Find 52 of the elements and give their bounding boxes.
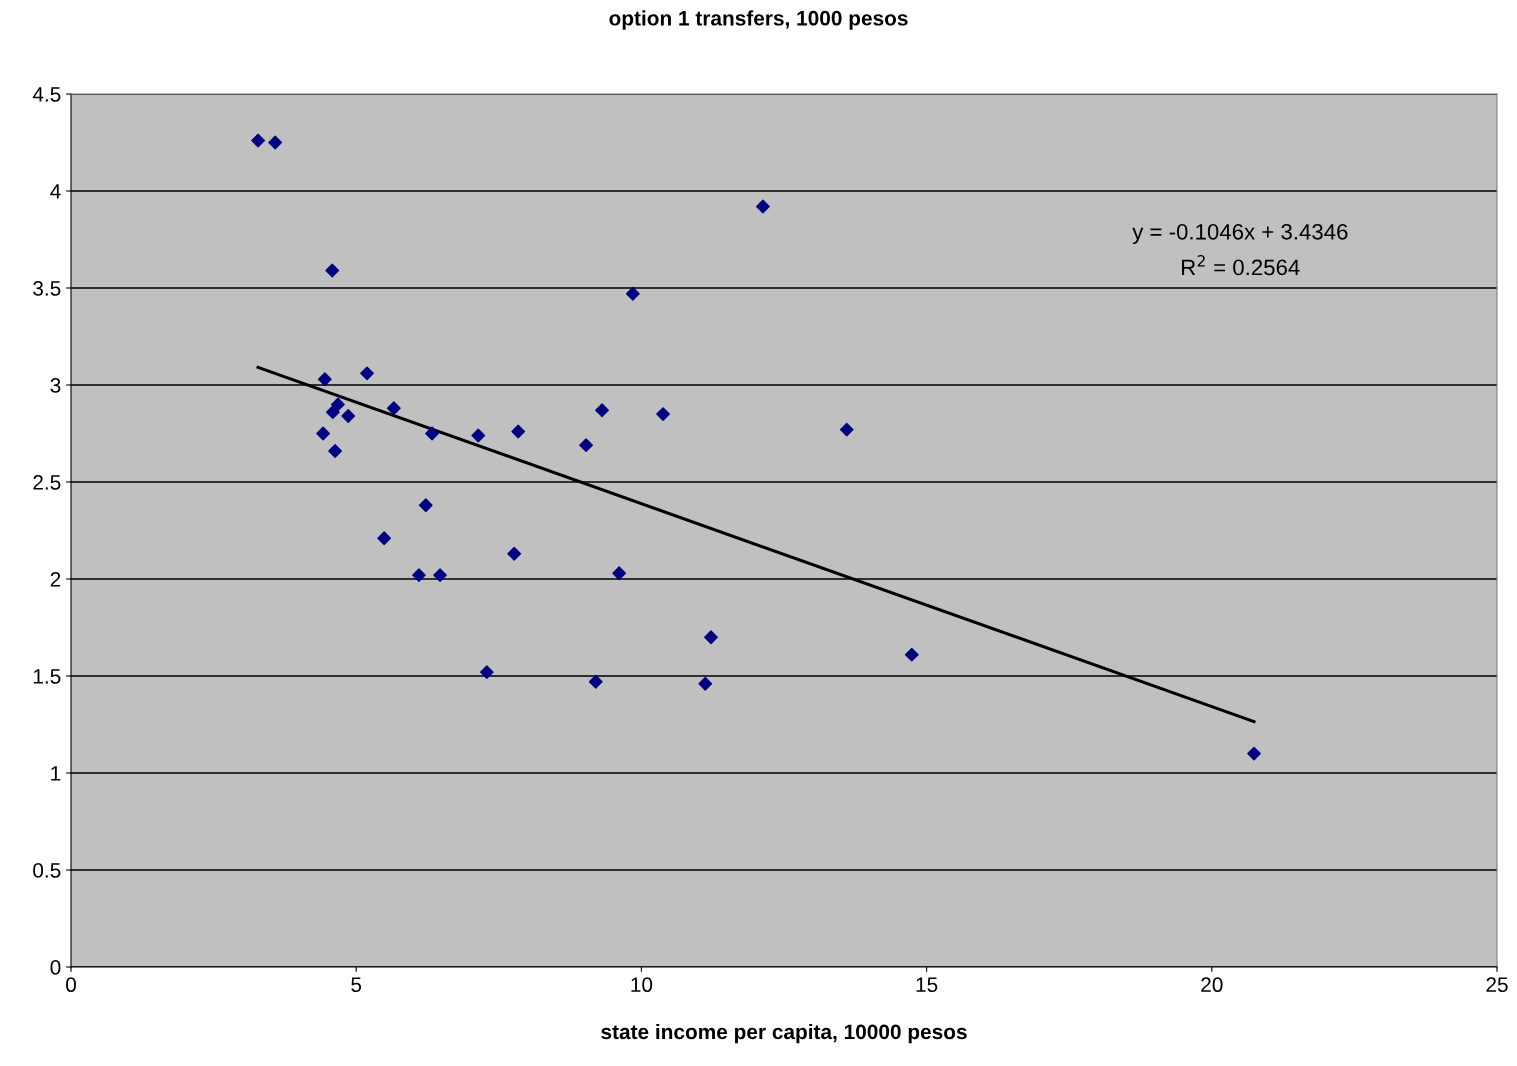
annotation: y = -0.1046x + 3.4346 — [1132, 223, 1348, 245]
point — [507, 546, 522, 561]
point — [625, 286, 640, 301]
x-tick-label: 5 — [351, 977, 362, 993]
point — [471, 428, 486, 443]
point — [377, 531, 392, 546]
point — [412, 568, 426, 583]
y-tick-label: 2 — [50, 572, 61, 587]
point — [612, 566, 627, 581]
point — [704, 630, 718, 645]
y-tick-label: 3 — [50, 378, 61, 393]
point — [331, 397, 345, 412]
chart-title: option 1 transfers, 1000 pesos — [609, 10, 908, 30]
point — [268, 135, 283, 150]
point — [656, 407, 670, 422]
point — [595, 403, 609, 418]
point — [1247, 746, 1261, 761]
x-tick-label: 10 — [631, 977, 653, 993]
point — [511, 424, 526, 439]
point — [360, 366, 374, 381]
point — [588, 674, 603, 689]
y-tick-label: 0 — [50, 960, 61, 975]
point — [325, 405, 340, 420]
point — [579, 438, 593, 453]
y-tick-label: 0.5 — [33, 863, 61, 878]
point — [425, 426, 439, 441]
point — [698, 676, 713, 691]
x-tick-label: 15 — [916, 977, 938, 993]
annotation: R$^{2}$ = 0.2564 — [1182, 255, 1300, 276]
y-tick-label: 3.5 — [33, 281, 61, 296]
point — [317, 372, 332, 387]
x-tick-label: 25 — [1486, 977, 1508, 993]
y-tick-label: 1.5 — [33, 669, 61, 684]
point — [251, 133, 265, 148]
point — [328, 444, 343, 458]
y-tick-label: 4 — [50, 184, 61, 199]
point — [479, 665, 494, 680]
point — [386, 401, 401, 416]
y-tick-label: 2.5 — [33, 475, 61, 490]
point — [325, 263, 340, 278]
point — [316, 426, 331, 441]
point — [418, 498, 433, 513]
point — [904, 647, 919, 662]
point — [341, 409, 356, 423]
point — [839, 422, 854, 437]
x-axis-title: state income per capita, 10000 pesos — [601, 1023, 967, 1044]
y-tick-label: 4.5 — [32, 87, 61, 102]
point — [433, 568, 447, 583]
x-tick-label: 20 — [1201, 977, 1223, 993]
y-tick-label: 1 — [51, 766, 61, 781]
x-tick-label: 0 — [66, 977, 76, 993]
point — [755, 199, 770, 214]
